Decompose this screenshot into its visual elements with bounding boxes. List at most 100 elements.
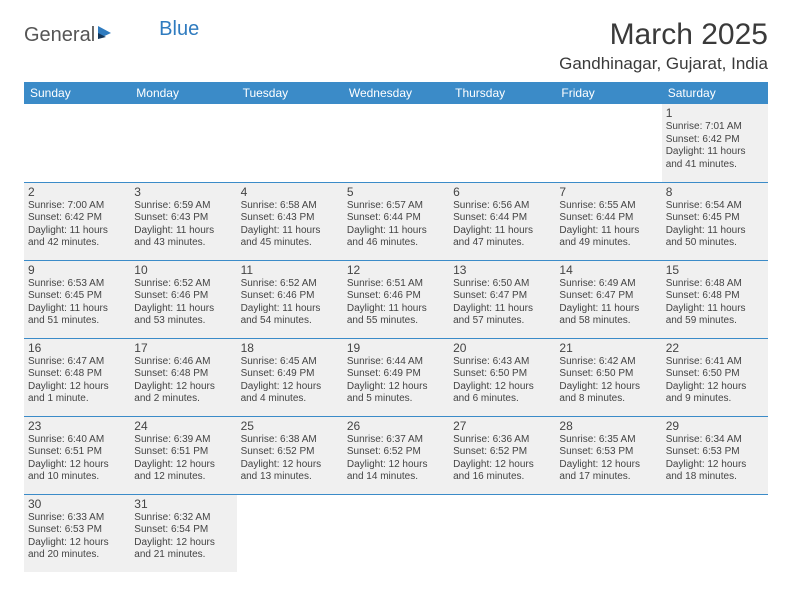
calendar-cell: 4Sunrise: 6:58 AMSunset: 6:43 PMDaylight…: [237, 182, 343, 260]
calendar-cell: [237, 494, 343, 572]
calendar-cell: 29Sunrise: 6:34 AMSunset: 6:53 PMDayligh…: [662, 416, 768, 494]
location: Gandhinagar, Gujarat, India: [559, 54, 768, 74]
weekday-header: Monday: [130, 82, 236, 104]
day-info: Sunrise: 6:46 AMSunset: 6:48 PMDaylight:…: [134, 356, 232, 406]
calendar-body: 1Sunrise: 7:01 AMSunset: 6:42 PMDaylight…: [24, 104, 768, 572]
day-number: 10: [134, 263, 232, 277]
calendar-cell: [130, 104, 236, 182]
day-number: 15: [666, 263, 764, 277]
day-info: Sunrise: 6:32 AMSunset: 6:54 PMDaylight:…: [134, 512, 232, 562]
day-number: 30: [28, 497, 126, 511]
day-info: Sunrise: 6:59 AMSunset: 6:43 PMDaylight:…: [134, 200, 232, 250]
calendar-cell: [449, 104, 555, 182]
logo-text-general: General: [24, 24, 95, 47]
logo-text-blue: Blue: [159, 18, 199, 41]
calendar-cell: 11Sunrise: 6:52 AMSunset: 6:46 PMDayligh…: [237, 260, 343, 338]
calendar-cell: 5Sunrise: 6:57 AMSunset: 6:44 PMDaylight…: [343, 182, 449, 260]
day-info: Sunrise: 6:45 AMSunset: 6:49 PMDaylight:…: [241, 356, 339, 406]
day-number: 3: [134, 185, 232, 199]
calendar-cell: 10Sunrise: 6:52 AMSunset: 6:46 PMDayligh…: [130, 260, 236, 338]
day-number: 16: [28, 341, 126, 355]
day-info: Sunrise: 6:37 AMSunset: 6:52 PMDaylight:…: [347, 434, 445, 484]
day-info: Sunrise: 6:58 AMSunset: 6:43 PMDaylight:…: [241, 200, 339, 250]
day-number: 7: [559, 185, 657, 199]
day-info: Sunrise: 6:34 AMSunset: 6:53 PMDaylight:…: [666, 434, 764, 484]
day-number: 28: [559, 419, 657, 433]
calendar-cell: 15Sunrise: 6:48 AMSunset: 6:48 PMDayligh…: [662, 260, 768, 338]
calendar-cell: 25Sunrise: 6:38 AMSunset: 6:52 PMDayligh…: [237, 416, 343, 494]
day-number: 26: [347, 419, 445, 433]
flag-icon: [97, 25, 117, 46]
day-info: Sunrise: 7:00 AMSunset: 6:42 PMDaylight:…: [28, 200, 126, 250]
calendar-cell: [555, 104, 661, 182]
calendar-cell: 8Sunrise: 6:54 AMSunset: 6:45 PMDaylight…: [662, 182, 768, 260]
calendar-cell: 1Sunrise: 7:01 AMSunset: 6:42 PMDaylight…: [662, 104, 768, 182]
day-info: Sunrise: 6:48 AMSunset: 6:48 PMDaylight:…: [666, 278, 764, 328]
calendar-cell: [237, 104, 343, 182]
day-number: 31: [134, 497, 232, 511]
day-number: 17: [134, 341, 232, 355]
calendar-cell: 19Sunrise: 6:44 AMSunset: 6:49 PMDayligh…: [343, 338, 449, 416]
day-number: 5: [347, 185, 445, 199]
calendar-cell: [449, 494, 555, 572]
calendar-cell: 26Sunrise: 6:37 AMSunset: 6:52 PMDayligh…: [343, 416, 449, 494]
day-number: 22: [666, 341, 764, 355]
day-info: Sunrise: 6:42 AMSunset: 6:50 PMDaylight:…: [559, 356, 657, 406]
day-info: Sunrise: 6:44 AMSunset: 6:49 PMDaylight:…: [347, 356, 445, 406]
calendar-cell: 27Sunrise: 6:36 AMSunset: 6:52 PMDayligh…: [449, 416, 555, 494]
calendar-cell: 9Sunrise: 6:53 AMSunset: 6:45 PMDaylight…: [24, 260, 130, 338]
day-info: Sunrise: 6:36 AMSunset: 6:52 PMDaylight:…: [453, 434, 551, 484]
day-number: 13: [453, 263, 551, 277]
day-info: Sunrise: 7:01 AMSunset: 6:42 PMDaylight:…: [666, 121, 764, 171]
calendar-cell: 22Sunrise: 6:41 AMSunset: 6:50 PMDayligh…: [662, 338, 768, 416]
month-title: March 2025: [559, 18, 768, 52]
calendar-cell: 21Sunrise: 6:42 AMSunset: 6:50 PMDayligh…: [555, 338, 661, 416]
day-info: Sunrise: 6:47 AMSunset: 6:48 PMDaylight:…: [28, 356, 126, 406]
day-number: 25: [241, 419, 339, 433]
day-info: Sunrise: 6:41 AMSunset: 6:50 PMDaylight:…: [666, 356, 764, 406]
calendar-cell: [24, 104, 130, 182]
day-info: Sunrise: 6:51 AMSunset: 6:46 PMDaylight:…: [347, 278, 445, 328]
calendar-cell: [555, 494, 661, 572]
day-number: 11: [241, 263, 339, 277]
logo: General Blue: [24, 24, 199, 47]
calendar-cell: 16Sunrise: 6:47 AMSunset: 6:48 PMDayligh…: [24, 338, 130, 416]
day-number: 2: [28, 185, 126, 199]
day-info: Sunrise: 6:52 AMSunset: 6:46 PMDaylight:…: [241, 278, 339, 328]
calendar-cell: 13Sunrise: 6:50 AMSunset: 6:47 PMDayligh…: [449, 260, 555, 338]
day-info: Sunrise: 6:52 AMSunset: 6:46 PMDaylight:…: [134, 278, 232, 328]
day-info: Sunrise: 6:33 AMSunset: 6:53 PMDaylight:…: [28, 512, 126, 562]
day-number: 24: [134, 419, 232, 433]
day-info: Sunrise: 6:39 AMSunset: 6:51 PMDaylight:…: [134, 434, 232, 484]
calendar-cell: 30Sunrise: 6:33 AMSunset: 6:53 PMDayligh…: [24, 494, 130, 572]
day-info: Sunrise: 6:49 AMSunset: 6:47 PMDaylight:…: [559, 278, 657, 328]
day-number: 4: [241, 185, 339, 199]
day-number: 9: [28, 263, 126, 277]
day-number: 14: [559, 263, 657, 277]
calendar-cell: [343, 104, 449, 182]
day-info: Sunrise: 6:54 AMSunset: 6:45 PMDaylight:…: [666, 200, 764, 250]
calendar-cell: 2Sunrise: 7:00 AMSunset: 6:42 PMDaylight…: [24, 182, 130, 260]
day-info: Sunrise: 6:53 AMSunset: 6:45 PMDaylight:…: [28, 278, 126, 328]
calendar-cell: 3Sunrise: 6:59 AMSunset: 6:43 PMDaylight…: [130, 182, 236, 260]
day-info: Sunrise: 6:57 AMSunset: 6:44 PMDaylight:…: [347, 200, 445, 250]
weekday-header: Friday: [555, 82, 661, 104]
day-info: Sunrise: 6:55 AMSunset: 6:44 PMDaylight:…: [559, 200, 657, 250]
day-number: 6: [453, 185, 551, 199]
day-info: Sunrise: 6:43 AMSunset: 6:50 PMDaylight:…: [453, 356, 551, 406]
calendar-cell: [662, 494, 768, 572]
weekday-header: Wednesday: [343, 82, 449, 104]
header: General Blue March 2025 Gandhinagar, Guj…: [24, 18, 768, 74]
calendar-cell: 18Sunrise: 6:45 AMSunset: 6:49 PMDayligh…: [237, 338, 343, 416]
day-info: Sunrise: 6:56 AMSunset: 6:44 PMDaylight:…: [453, 200, 551, 250]
calendar-header-row: SundayMondayTuesdayWednesdayThursdayFrid…: [24, 82, 768, 104]
day-number: 1: [666, 106, 764, 120]
calendar-cell: 31Sunrise: 6:32 AMSunset: 6:54 PMDayligh…: [130, 494, 236, 572]
calendar-cell: 20Sunrise: 6:43 AMSunset: 6:50 PMDayligh…: [449, 338, 555, 416]
day-number: 20: [453, 341, 551, 355]
day-info: Sunrise: 6:50 AMSunset: 6:47 PMDaylight:…: [453, 278, 551, 328]
calendar-cell: 12Sunrise: 6:51 AMSunset: 6:46 PMDayligh…: [343, 260, 449, 338]
calendar-cell: 14Sunrise: 6:49 AMSunset: 6:47 PMDayligh…: [555, 260, 661, 338]
title-block: March 2025 Gandhinagar, Gujarat, India: [559, 18, 768, 74]
calendar-table: SundayMondayTuesdayWednesdayThursdayFrid…: [24, 82, 768, 572]
